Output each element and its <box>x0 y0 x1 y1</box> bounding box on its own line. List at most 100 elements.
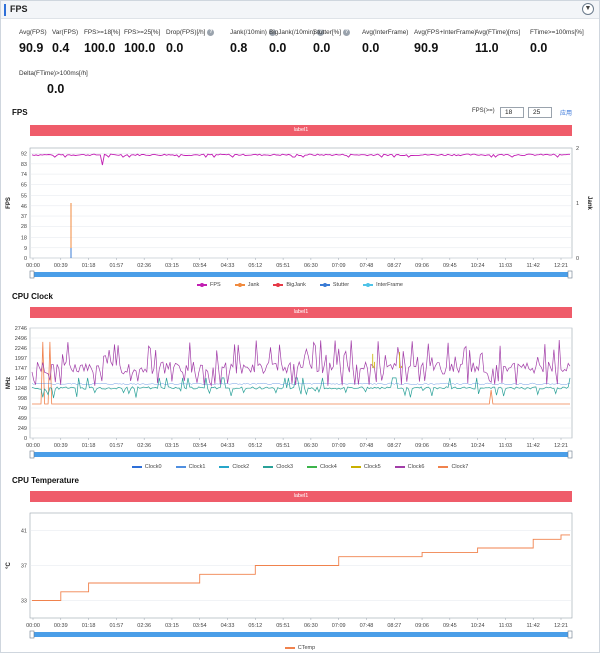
legend-item-bigjank[interactable]: BigJank <box>273 282 306 288</box>
cpu-clock-legend: Clock0 Clock1 Clock2 Clock3 Clock4 Clock5 Cloc… <box>0 464 600 470</box>
x-tick-label: 02:36 <box>137 623 151 629</box>
y-tick-label: 749 <box>18 406 27 412</box>
stat-1: Var(FPS) 0.4 <box>52 29 78 55</box>
cpu-clock-chart: 0 249 499 749 998 1248 1497 1747 1997 2246 2496 274… <box>6 326 573 459</box>
legend-item-clock5[interactable]: Clock5 <box>350 464 381 470</box>
x-tick-label: 02:36 <box>137 263 151 269</box>
y-tick-label: 37 <box>21 214 27 220</box>
scrollbar-handle-left <box>29 270 35 279</box>
plot-area <box>29 327 573 439</box>
legend-label: Jank <box>247 282 260 288</box>
fps-threshold-input-1[interactable] <box>500 107 524 118</box>
legend-item-jank[interactable]: Jank <box>234 282 260 288</box>
legend-swatch <box>307 466 317 468</box>
stat-2: FPS>=18[%] 100.0 <box>84 29 120 55</box>
x-tick-label: 04:33 <box>221 263 235 269</box>
y-tick-label: 33 <box>21 599 27 605</box>
y-axis-label: FPS <box>6 197 12 209</box>
help-icon[interactable]: ? <box>343 29 351 36</box>
legend-item-clock2[interactable]: Clock2 <box>219 464 249 470</box>
x-tick-label: 11:42 <box>527 623 540 629</box>
stat-10: Avg(FTime)[ms] 11.0 <box>475 29 520 55</box>
x-tick-label: 05:51 <box>276 623 290 629</box>
help-icon[interactable]: ? <box>207 29 215 36</box>
legend-swatch <box>263 466 274 468</box>
stat-label: Avg(FPS+InterFrame) <box>414 29 477 36</box>
stat-label-text: FPS>=25[%] <box>124 29 161 36</box>
x-tick-label: 09:06 <box>415 623 429 629</box>
x-tick-label: 07:09 <box>332 623 346 629</box>
legend-item-clock6[interactable]: Clock6 <box>394 464 424 470</box>
legend-item-clock3[interactable]: Clock3 <box>263 464 293 470</box>
help-icon[interactable]: ? <box>317 29 325 36</box>
fps-apply-button[interactable]: 应用 <box>560 111 573 117</box>
ctemp-series-line <box>32 534 570 601</box>
legend-item-interframe[interactable]: InterFrame <box>363 282 403 288</box>
cpu-clock-section-title: CPU Clock <box>12 292 53 301</box>
legend-swatch <box>350 466 361 468</box>
y-tick-label: 74 <box>21 172 27 178</box>
stat-label: Jank(/10min)? <box>230 29 276 36</box>
timeline-scrollbar <box>32 272 570 277</box>
y-axis-label: °C <box>6 561 12 568</box>
x-tick-label: 09:45 <box>443 263 457 269</box>
cpu-temp-legend: CTemp <box>0 645 600 651</box>
stat-label: Delta(FTime)>100ms[/h] <box>19 70 88 77</box>
y-tick-label: 1248 <box>15 386 27 392</box>
x-tick-label: 00:00 <box>26 623 40 629</box>
legend-label: Clock3 <box>276 464 293 470</box>
stat-label: BigJank(/10min)? <box>269 29 325 36</box>
y-tick-label: 0 <box>24 436 27 442</box>
stat-value: 0.0 <box>166 41 184 55</box>
stat-5: Jank(/10min)? 0.8 <box>230 29 276 55</box>
x-tick-label: 12:21 <box>554 443 568 449</box>
stat-value: 0.8 <box>230 41 248 55</box>
x-tick-label: 11:42 <box>527 263 540 269</box>
x-tick-label: 02:36 <box>137 443 151 449</box>
stat-label-text: Delta(FTime)>100ms[/h] <box>19 70 88 77</box>
x-tick-label: 00:39 <box>54 443 68 449</box>
timeline-scrollbar <box>32 632 570 637</box>
y-tick-label: 2496 <box>15 336 27 342</box>
legend-item-ctemp[interactable]: CTemp <box>284 645 315 651</box>
fps-label-bar[interactable]: label1 <box>30 125 572 136</box>
x-tick-label: 10:24 <box>471 263 485 269</box>
stat-value: 0.0 <box>269 41 287 55</box>
x-tick-label: 00:39 <box>54 263 68 269</box>
x-tick-label: 11:03 <box>499 263 512 269</box>
stat-label: FTime>=100ms[%] <box>530 29 584 36</box>
fps-section-title: FPS <box>12 108 28 117</box>
x-tick-label: 07:09 <box>332 263 346 269</box>
clock7-series-line <box>32 341 570 405</box>
x-tick-label: 01:57 <box>109 443 123 449</box>
stat-value: 90.9 <box>414 41 439 55</box>
y-right-tick-label: 0 <box>576 256 579 262</box>
legend-item-clock4[interactable]: Clock4 <box>307 464 337 470</box>
x-tick-label: 03:15 <box>165 443 179 449</box>
help-icon[interactable]: ? <box>268 29 276 36</box>
stat-value: 0.0 <box>362 41 380 55</box>
fps-threshold-input-2[interactable] <box>528 107 552 118</box>
stat-label-text: Var(FPS) <box>52 29 79 36</box>
y-tick-label: 2246 <box>15 346 27 352</box>
y-tick-label: 1497 <box>15 376 27 382</box>
cpu-clock-label-bar[interactable]: label1 <box>30 307 572 318</box>
x-tick-label: 11:42 <box>527 443 540 449</box>
legend-swatch <box>284 647 295 649</box>
chevron-down-icon[interactable]: ▼ <box>582 3 594 15</box>
legend-item-clock1[interactable]: Clock1 <box>175 464 205 470</box>
x-tick-label: 01:18 <box>82 623 96 629</box>
y-tick-label: 1997 <box>15 356 27 362</box>
legend-swatch <box>175 466 186 468</box>
fps-legend: FPS Jank BigJank Stutter InterFrame <box>0 282 600 288</box>
y-tick-label: 18 <box>21 236 27 242</box>
y-tick-label: 41 <box>21 529 27 535</box>
legend-item-clock7[interactable]: Clock7 <box>438 464 468 470</box>
legend-item-stutter[interactable]: Stutter <box>319 282 349 288</box>
scrollbar-handle-left <box>29 630 35 639</box>
cpu-temp-label-bar[interactable]: label1 <box>30 491 572 502</box>
legend-item-fps[interactable]: FPS <box>196 282 221 288</box>
y-right-axis-label: Jank <box>586 196 592 210</box>
legend-item-clock0[interactable]: Clock0 <box>131 464 162 470</box>
y-tick-label: 83 <box>21 162 27 168</box>
